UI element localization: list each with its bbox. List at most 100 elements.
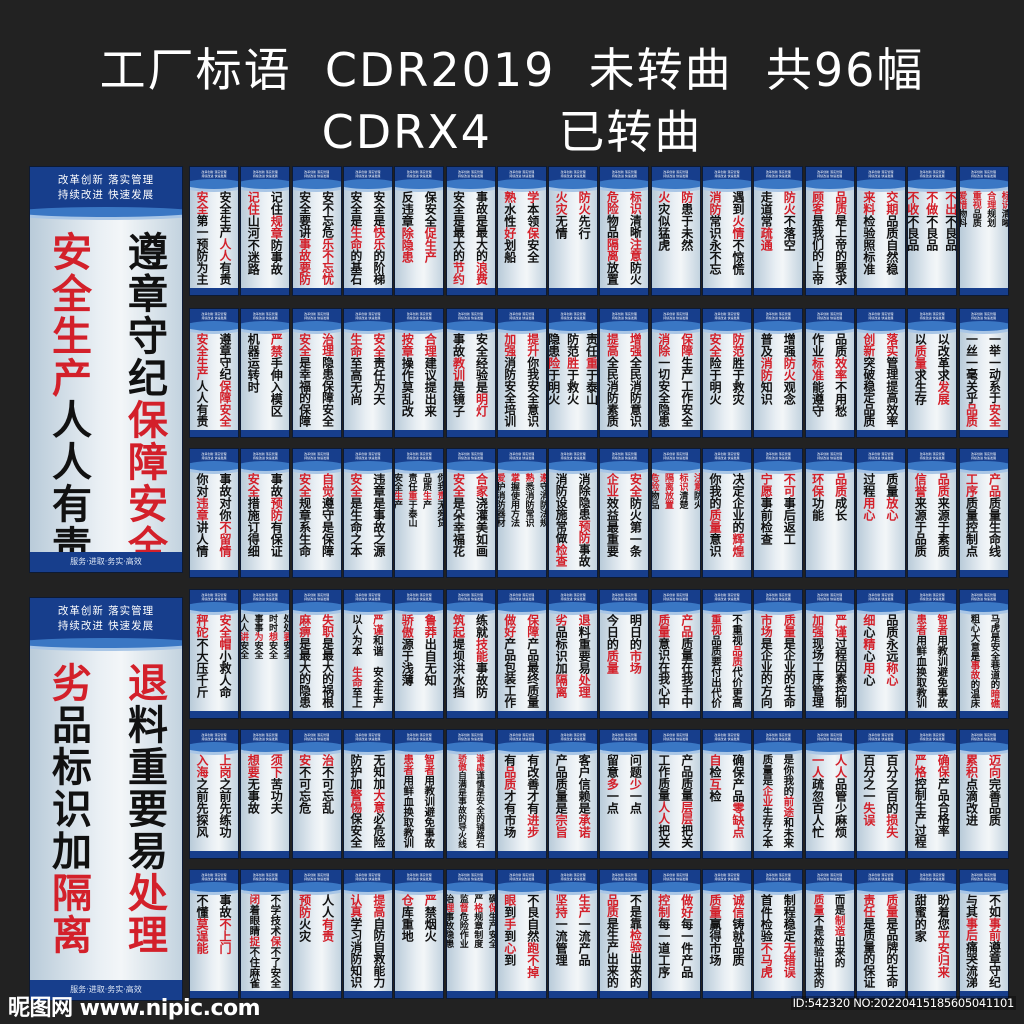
slogan-text: 产 [395, 500, 402, 509]
slogan-line: 自觉遵守是保障 [320, 473, 337, 567]
slogan-line: 细心精心用心 [861, 614, 878, 708]
slogan-text: 管理提高效率 [884, 356, 899, 428]
slogan-line: 患者用鲜血换取教训 [401, 754, 416, 848]
slogan-text: 火灾 [297, 918, 312, 942]
slogan-line: 首件检验不马虎 [758, 894, 775, 988]
slogan-line: 合家浇灌美如画 [474, 473, 491, 567]
slogan-text: 品质 [833, 333, 848, 357]
banner-slogan: 安全险于明火 防范胜于救灾 [703, 333, 751, 427]
slogan-line: 上岗之前先练功 [217, 754, 234, 848]
banner-header-line: 持续改进 快速发展 [817, 877, 843, 881]
banner-slogan: 安全生产 责任重于泰山 品质生产 你我责无旁贷 [395, 473, 443, 567]
slogan-line: 退料重要易处理 [576, 614, 593, 708]
slogan-line: 产品质量层层把关 [679, 754, 696, 848]
banner-header-line: 改革创新 落实管理 [560, 593, 586, 597]
slogan-line: 普及消防知识 [758, 333, 775, 427]
slogan-banner: 改革创新 落实管理 持续改进 快速发展 闭着眼睛捉不住麻雀 不学技术保不了安全 [241, 870, 290, 998]
slogan-highlight: 市场 [759, 614, 774, 638]
banner-header-line: 改革创新 落实管理 [304, 312, 330, 316]
slogan-banner: 改革创新 落实管理 持续改进 快速发展 仓库重地 严禁烟火 [395, 870, 444, 998]
slogan-highlight: 疏通 [759, 227, 774, 251]
banner-footer [343, 991, 392, 998]
banner-footer [703, 851, 751, 858]
slogan-highlight: 效率 [833, 357, 848, 381]
banner-footer [651, 711, 700, 718]
slogan-highlight: 不出 [943, 191, 957, 215]
banner-header-line: 改革创新 落实管理 [971, 873, 996, 877]
banner-slogan: 一人疏忽百人忙 人人品管少麻烦 [806, 754, 854, 848]
banner-slogan: 生命至高无尚 安全责任为天 [344, 333, 392, 427]
banner-header-line: 持续改进 快速发展 [868, 456, 894, 460]
banner-slogan: 严格控制生产过程 确保产品合格率 [908, 754, 956, 848]
banner-footer [856, 288, 905, 295]
slogan-text: 质量 [884, 473, 899, 497]
slogan-highlight: 失职 [320, 614, 335, 638]
slogan-highlight: 治理 [320, 333, 335, 357]
slogan-line: 人人品管少麻烦 [833, 754, 850, 848]
slogan-text: 苦功夫 [269, 778, 284, 814]
slogan-highlight: 少 [628, 778, 643, 790]
slogan-line: 反违章除隐患 [399, 191, 416, 285]
slogan-highlight: 预防 [269, 497, 284, 521]
slogan-highlight: 仓 [400, 894, 415, 906]
banner-header-line: 持续改进 快速发展 [406, 174, 432, 178]
banner-header-line: 改革创新 落实管理 [919, 873, 945, 877]
slogan-highlight: 安全帽 [218, 614, 232, 650]
slogan-line: 治理事故隐患 [447, 894, 456, 988]
slogan-banner: 改革创新 落实管理 持续改进 快速发展 加强消防安全培训 提升你我安全意识 [497, 309, 546, 437]
banner-slogan: 筑起堤坝洪水挡 练就技能事故防 [447, 614, 495, 708]
slogan-banner: 改革创新 落实管理 持续改进 快速发展 安全是最大的节约 事故是最大的浪费 [446, 167, 495, 295]
banner-header-line: 持续改进 快速发展 [406, 316, 432, 320]
banner-header-line: 持续改进 快速发展 [509, 316, 535, 320]
slogan-highlight: 来料 [861, 191, 876, 215]
slogan-highlight: 隔离 [45, 872, 91, 956]
banner-header-line: 持续改进 快速发展 [971, 174, 996, 178]
banner-header: 改革创新 落实管理 持续改进 快速发展 [241, 730, 290, 752]
banner-header: 改革创新 落实管理 持续改进 快速发展 [395, 309, 444, 331]
banner-footer [805, 991, 854, 998]
banner-header-line: 持续改进 快速发展 [919, 316, 945, 320]
slogan-banner: 改革创新 落实管理 持续改进 快速发展 安全措施订得细 事故预防有保证 [241, 449, 290, 577]
slogan-highlight: 用心 [861, 497, 876, 521]
slogan-text: 粗心大意是 [968, 614, 980, 661]
slogan-line: 甜蜜的家 [912, 894, 929, 988]
slogan-banner: 改革创新 落实管理 持续改进 快速发展 安全生产 责任重于泰山 品质生产 你我责无旁贷 [395, 449, 444, 577]
slogan-text: 事故 [451, 333, 466, 357]
slogan-text: 安全生产 [218, 191, 232, 238]
slogan-highlight: 做好 [679, 894, 694, 918]
slogan-highlight: 有责 [320, 918, 335, 942]
slogan-text: 出来的 [628, 952, 643, 988]
banner-footer: 服务·进取·务实·高效 [30, 980, 182, 1000]
slogan-text: 安全 [395, 473, 402, 491]
slogan-text: 遵章守纪 [218, 333, 232, 380]
banner-slogan: 不懂莫逞能 事故不上门 [190, 894, 238, 988]
banner-header-line: 改革创新 落实管理 [611, 452, 637, 456]
slogan-text: 遵章守纪 [987, 941, 1002, 988]
banner-header-line: 改革创新 落实管理 [714, 170, 740, 174]
slogan-text: 增强 [782, 333, 797, 357]
banner-header-line: 改革创新 落实管理 [765, 593, 791, 597]
slogan-line: 失职是最大的祸根 [320, 614, 337, 708]
banner-header-line: 持续改进 快速发展 [406, 597, 432, 601]
slogan-line: 消防设施常做检查 [553, 473, 570, 567]
banner-header: 改革创新 落实管理 持续改进 快速发展 [856, 449, 905, 471]
slogan-line: 入海之前先探风 [194, 754, 211, 848]
slogan-highlight: 安全 [371, 333, 386, 357]
slogan-highlight: 保障安全 [121, 399, 167, 567]
slogan-banner: 改革创新 落实管理 持续改进 快速发展 市场是企业的方向 质量是企业的生命 [754, 590, 803, 718]
slogan-line: 加强现场工序管理 [810, 614, 827, 708]
banner-slogan: 安全生产人人有责 遵章守纪保障安全 [190, 333, 238, 427]
banner-header: 改革创新 落实管理 持续改进 快速发展 [908, 449, 957, 471]
slogan-highlight: 大意 [371, 789, 386, 813]
slogan-highlight: 处理 [577, 674, 592, 698]
banner-footer [343, 851, 392, 858]
slogan-banner: 改革创新 落实管理 持续改进 快速发展 眼到手到心到 不良自然跑不掉 [497, 870, 546, 998]
slogan-highlight: 落实 [884, 333, 899, 357]
banner-footer [292, 851, 341, 858]
banner-footer [395, 711, 444, 718]
slogan-line: 严禁烟火 [422, 894, 439, 988]
slogan-line: 质量意识在我心中 [656, 614, 673, 708]
slogan-text: 规章系生命 [297, 497, 312, 557]
banner-header-line: 改革创新 落实管理 [560, 170, 586, 174]
slogan-text: 决定企业的 [731, 473, 745, 533]
